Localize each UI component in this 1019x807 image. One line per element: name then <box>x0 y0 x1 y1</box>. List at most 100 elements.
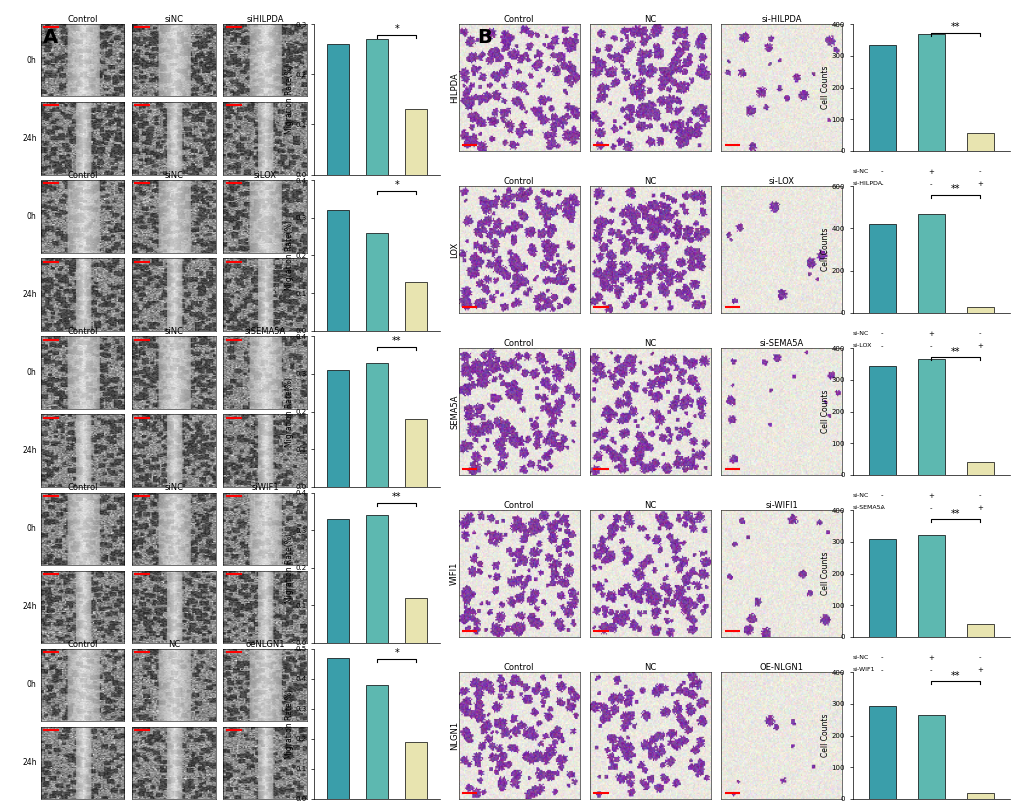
Title: NC: NC <box>167 639 179 649</box>
Bar <box>366 515 387 643</box>
Text: +: + <box>413 211 419 216</box>
Y-axis label: SEMA5A: SEMA5A <box>449 395 459 429</box>
Text: -: - <box>336 508 338 514</box>
Bar <box>327 519 348 643</box>
Title: siNC: siNC <box>164 15 183 24</box>
Text: **: ** <box>950 346 960 357</box>
Text: +: + <box>374 195 380 202</box>
Title: NC: NC <box>644 339 656 348</box>
Text: -: - <box>880 169 882 174</box>
Text: -: - <box>415 352 417 358</box>
Bar <box>868 224 895 313</box>
Bar <box>917 359 944 475</box>
Text: +: + <box>374 508 380 514</box>
Text: -: - <box>415 664 417 670</box>
Y-axis label: NLGN1: NLGN1 <box>449 721 459 751</box>
Text: -: - <box>336 195 338 202</box>
Bar <box>366 233 387 331</box>
Text: +: + <box>976 505 982 512</box>
Bar <box>327 370 348 487</box>
Text: -: - <box>415 195 417 202</box>
Text: -: - <box>880 505 882 512</box>
Bar <box>917 535 944 637</box>
Bar <box>917 715 944 799</box>
Y-axis label: 24h: 24h <box>22 759 37 767</box>
Bar <box>406 598 427 643</box>
Text: si-NC: si-NC <box>852 169 868 174</box>
Title: Control: Control <box>67 15 98 24</box>
Text: -: - <box>880 667 882 673</box>
Text: -: - <box>929 343 931 349</box>
Text: **: ** <box>950 671 960 680</box>
Title: NC: NC <box>644 663 656 672</box>
Y-axis label: LOX: LOX <box>449 241 459 257</box>
Text: +: + <box>976 182 982 187</box>
Title: Control: Control <box>67 483 98 492</box>
Text: si-NC: si-NC <box>314 352 330 357</box>
Y-axis label: 24h: 24h <box>22 134 37 143</box>
Text: si-NC: si-NC <box>314 664 330 669</box>
Title: Control: Control <box>503 178 534 186</box>
Text: -: - <box>880 331 882 337</box>
Y-axis label: 24h: 24h <box>22 446 37 455</box>
Text: *: * <box>394 648 398 659</box>
Text: **: ** <box>950 185 960 194</box>
Text: si-NC: si-NC <box>314 508 330 512</box>
Title: siWIF1: siWIF1 <box>251 483 278 492</box>
Text: -: - <box>880 182 882 187</box>
Text: -: - <box>336 523 338 529</box>
Text: si-NC: si-NC <box>852 654 868 659</box>
Title: Control: Control <box>503 663 534 672</box>
Title: NC: NC <box>644 501 656 510</box>
Title: Control: Control <box>67 328 98 337</box>
Bar <box>966 133 993 151</box>
Y-axis label: Migration Rate(%): Migration Rate(%) <box>284 65 293 134</box>
Text: +: + <box>927 654 933 661</box>
Text: -: - <box>336 679 338 685</box>
Bar <box>406 110 427 174</box>
Text: **: ** <box>391 337 401 346</box>
Bar <box>868 539 895 637</box>
Y-axis label: 24h: 24h <box>22 290 37 299</box>
Text: -: - <box>978 654 980 661</box>
Bar <box>917 34 944 151</box>
Text: -: - <box>978 331 980 337</box>
Text: +: + <box>413 523 419 529</box>
Bar <box>966 462 993 475</box>
Text: si-NC: si-NC <box>852 492 868 498</box>
Title: si-WIFI1: si-WIFI1 <box>764 501 798 510</box>
Y-axis label: Cell Counts: Cell Counts <box>820 65 829 109</box>
Y-axis label: HILPDA: HILPDA <box>449 72 459 102</box>
Text: -: - <box>880 654 882 661</box>
Title: si-HILPDA: si-HILPDA <box>761 15 801 24</box>
Bar <box>366 684 387 799</box>
Text: +: + <box>927 492 933 499</box>
Bar <box>406 282 427 331</box>
Text: -: - <box>336 211 338 216</box>
Y-axis label: Cell Counts: Cell Counts <box>820 228 829 271</box>
Y-axis label: Cell Counts: Cell Counts <box>820 552 829 596</box>
Text: A: A <box>43 28 58 48</box>
Bar <box>966 307 993 313</box>
Text: -: - <box>336 366 338 373</box>
Bar <box>917 214 944 313</box>
Bar <box>366 40 387 174</box>
Text: -: - <box>880 343 882 349</box>
Text: +: + <box>374 352 380 358</box>
Y-axis label: Cell Counts: Cell Counts <box>820 714 829 758</box>
Text: +: + <box>976 343 982 349</box>
Bar <box>327 658 348 799</box>
Title: siHILPDA: siHILPDA <box>246 15 283 24</box>
Text: si-HILPDA: si-HILPDA <box>314 211 344 215</box>
Text: -: - <box>929 667 931 673</box>
Title: Control: Control <box>503 15 534 24</box>
Title: NC: NC <box>644 15 656 24</box>
Y-axis label: Cell Counts: Cell Counts <box>820 390 829 433</box>
Bar <box>406 742 427 799</box>
Title: siLOX: siLOX <box>254 171 276 180</box>
Title: si-SEMA5A: si-SEMA5A <box>759 339 803 348</box>
Title: siNC: siNC <box>164 483 183 492</box>
Text: si-WIF1: si-WIF1 <box>852 667 874 672</box>
Bar <box>366 362 387 487</box>
Text: si-NC: si-NC <box>852 331 868 336</box>
